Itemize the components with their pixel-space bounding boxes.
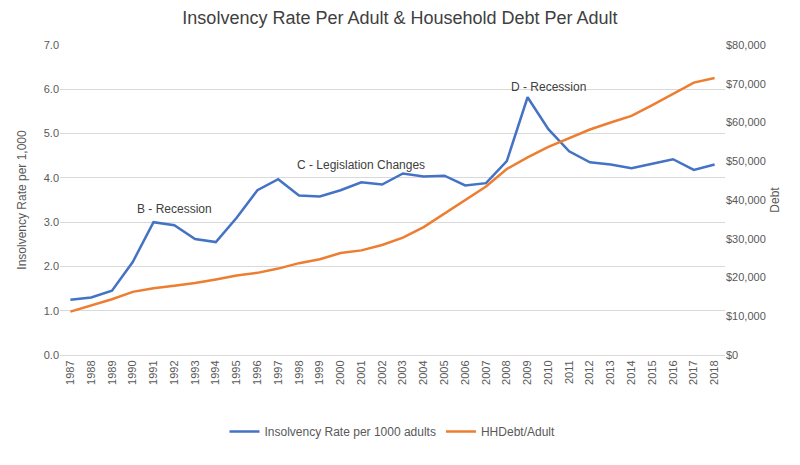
svg-text:1997: 1997	[272, 360, 284, 384]
svg-text:1998: 1998	[293, 360, 305, 384]
svg-text:2016: 2016	[667, 360, 679, 384]
svg-text:2015: 2015	[646, 360, 658, 384]
svg-text:1996: 1996	[251, 360, 263, 384]
svg-text:1987: 1987	[64, 360, 76, 384]
svg-text:2012: 2012	[583, 360, 595, 384]
svg-text:$80,000: $80,000	[726, 39, 766, 51]
svg-text:$0: $0	[726, 349, 738, 361]
svg-text:$20,000: $20,000	[726, 271, 766, 283]
svg-text:1.0: 1.0	[44, 305, 59, 317]
svg-text:C - Legislation Changes: C - Legislation Changes	[297, 158, 425, 172]
svg-text:HHDebt/Adult: HHDebt/Adult	[481, 425, 555, 439]
svg-text:0.0: 0.0	[44, 349, 59, 361]
svg-text:B - Recession: B - Recession	[137, 202, 212, 216]
svg-text:$40,000: $40,000	[726, 194, 766, 206]
svg-text:2007: 2007	[480, 360, 492, 384]
svg-text:2004: 2004	[417, 360, 429, 384]
svg-text:Insolvency Rate per 1000 adult: Insolvency Rate per 1000 adults	[265, 425, 436, 439]
svg-text:2003: 2003	[396, 360, 408, 384]
svg-text:1995: 1995	[230, 360, 242, 384]
svg-text:Insolvency Rate Per Adult & Ho: Insolvency Rate Per Adult & Household De…	[182, 8, 617, 28]
svg-text:$50,000: $50,000	[726, 155, 766, 167]
svg-text:1989: 1989	[106, 360, 118, 384]
svg-text:1988: 1988	[85, 360, 97, 384]
svg-text:3.0: 3.0	[44, 216, 59, 228]
svg-text:4.0: 4.0	[44, 172, 59, 184]
svg-text:2009: 2009	[521, 360, 533, 384]
svg-text:2011: 2011	[563, 360, 575, 384]
svg-text:1991: 1991	[147, 360, 159, 384]
svg-text:2013: 2013	[604, 360, 616, 384]
svg-text:$30,000: $30,000	[726, 233, 766, 245]
svg-text:$10,000: $10,000	[726, 310, 766, 322]
svg-text:Debt: Debt	[768, 187, 782, 213]
svg-text:1992: 1992	[168, 360, 180, 384]
svg-text:$60,000: $60,000	[726, 116, 766, 128]
svg-text:$70,000: $70,000	[726, 78, 766, 90]
svg-text:2002: 2002	[376, 360, 388, 384]
svg-text:1993: 1993	[189, 360, 201, 384]
svg-text:D - Recession: D - Recession	[511, 80, 586, 94]
svg-text:1999: 1999	[313, 360, 325, 384]
svg-text:2.0: 2.0	[44, 260, 59, 272]
svg-text:2001: 2001	[355, 360, 367, 384]
svg-text:1994: 1994	[209, 360, 221, 384]
svg-text:2014: 2014	[625, 360, 637, 384]
svg-text:5.0: 5.0	[44, 127, 59, 139]
svg-text:Insolvency Rate per 1,000: Insolvency Rate per 1,000	[15, 130, 29, 270]
svg-text:2006: 2006	[459, 360, 471, 384]
svg-text:7.0: 7.0	[44, 39, 59, 51]
svg-text:2005: 2005	[438, 360, 450, 384]
svg-text:2017: 2017	[687, 360, 699, 384]
svg-text:6.0: 6.0	[44, 83, 59, 95]
svg-text:2010: 2010	[542, 360, 554, 384]
svg-text:1990: 1990	[126, 360, 138, 384]
svg-text:2008: 2008	[500, 360, 512, 384]
svg-text:2018: 2018	[708, 360, 720, 384]
svg-text:2000: 2000	[334, 360, 346, 384]
